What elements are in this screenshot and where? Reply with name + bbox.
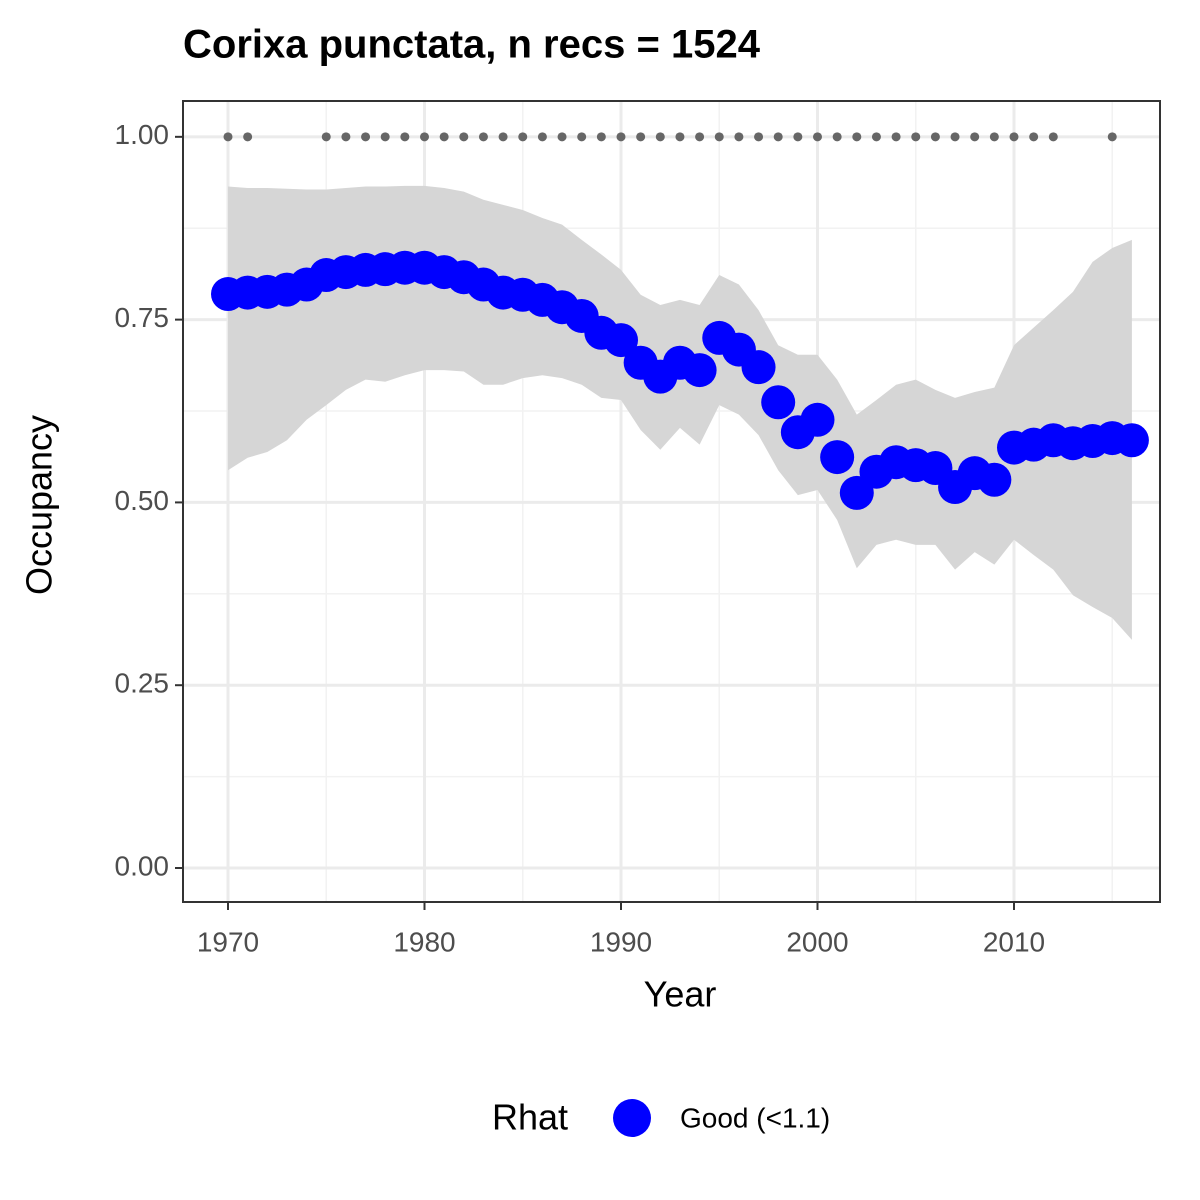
record-point xyxy=(714,132,724,142)
record-point xyxy=(950,132,960,142)
y-axis-label: Occupancy xyxy=(19,415,60,595)
x-tick-label: 1970 xyxy=(197,926,259,957)
record-point xyxy=(989,132,999,142)
record-point xyxy=(577,132,587,142)
point xyxy=(761,385,796,420)
record-point xyxy=(557,132,567,142)
record-point xyxy=(930,132,940,142)
record-point xyxy=(911,132,921,142)
record-point xyxy=(871,132,881,142)
y-tick-label: 0.50 xyxy=(115,485,170,516)
chart-title: Corixa punctata, n recs = 1524 xyxy=(183,23,761,67)
point xyxy=(977,462,1012,497)
record-point xyxy=(970,132,980,142)
record-point xyxy=(341,132,351,142)
record-point xyxy=(419,132,429,142)
record-point xyxy=(812,132,822,142)
point xyxy=(682,353,717,388)
record-point xyxy=(400,132,410,142)
point xyxy=(1114,423,1149,458)
record-point xyxy=(1029,132,1039,142)
y-tick-label: 0.75 xyxy=(115,302,170,333)
point xyxy=(741,350,776,385)
point xyxy=(800,402,835,437)
record-point xyxy=(773,132,783,142)
record-point xyxy=(321,132,331,142)
legend-label: Good (<1.1) xyxy=(680,1102,830,1133)
record-point xyxy=(439,132,449,142)
record-point xyxy=(616,132,626,142)
record-point xyxy=(734,132,744,142)
record-point xyxy=(518,132,528,142)
y-tick-label: 1.00 xyxy=(115,119,170,150)
x-tick-label: 2000 xyxy=(786,926,848,957)
plot-border xyxy=(182,100,1161,903)
record-point xyxy=(695,132,705,142)
record-point xyxy=(498,132,508,142)
x-tick-label: 2010 xyxy=(983,926,1045,957)
record-point xyxy=(655,132,665,142)
record-point xyxy=(380,132,390,142)
point xyxy=(820,440,855,475)
record-point xyxy=(243,132,253,142)
record-point xyxy=(675,132,685,142)
record-point xyxy=(832,132,842,142)
confidence-band xyxy=(227,185,1132,640)
legend-title: Rhat xyxy=(492,1097,568,1138)
record-point xyxy=(223,132,233,142)
x-tick-label: 1980 xyxy=(393,926,455,957)
record-point xyxy=(852,132,862,142)
record-point xyxy=(793,132,803,142)
legend-marker xyxy=(613,1099,651,1137)
record-point xyxy=(537,132,547,142)
record-point xyxy=(361,132,371,142)
record-point xyxy=(754,132,764,142)
record-point xyxy=(1107,132,1117,142)
record-point xyxy=(596,132,606,142)
x-axis-label: Year xyxy=(644,974,717,1015)
point xyxy=(603,323,638,358)
record-point xyxy=(636,132,646,142)
x-tick-label: 1990 xyxy=(590,926,652,957)
record-point xyxy=(459,132,469,142)
record-point xyxy=(478,132,488,142)
record-point xyxy=(1048,132,1058,142)
record-point xyxy=(1009,132,1019,142)
y-tick-label: 0.00 xyxy=(115,850,170,881)
record-point xyxy=(891,132,901,142)
y-tick-label: 0.25 xyxy=(115,668,170,699)
